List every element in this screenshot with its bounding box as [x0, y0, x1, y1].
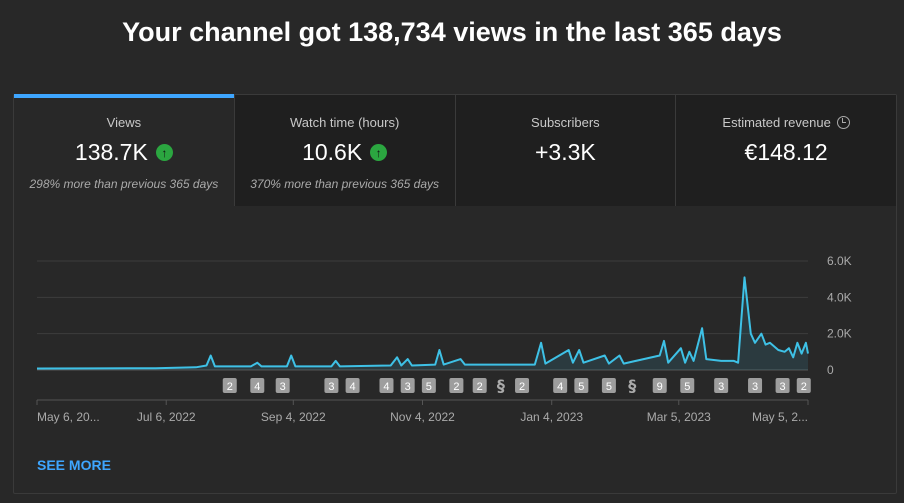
video-marker [345, 378, 360, 393]
video-marker-count: 5 [426, 381, 432, 393]
x-tick-label: Jul 6, 2022 [137, 410, 196, 424]
video-marker [421, 378, 436, 393]
tab-label: Estimated revenue [722, 115, 831, 130]
video-marker [680, 378, 695, 393]
views-line [36, 276, 809, 370]
video-marker [250, 378, 265, 393]
analytics-card: Views 138.7K ↑ 298% more than previous 36… [13, 94, 897, 494]
video-marker-count: 3 [752, 381, 758, 393]
y-tick-label: 6.0K [827, 254, 852, 268]
tab-label: Subscribers [531, 115, 600, 130]
video-marker [449, 378, 464, 393]
video-marker [574, 378, 589, 393]
tab-value: 138.7K [74, 139, 148, 165]
x-tick-label: May 6, 20... [37, 410, 100, 424]
video-marker-count: 2 [477, 381, 483, 393]
tab-value: €148.12 [744, 139, 828, 165]
video-marker-count: 2 [453, 381, 459, 393]
video-marker [775, 378, 790, 393]
shorts-icon: § [497, 376, 505, 395]
video-marker [652, 378, 667, 393]
video-marker-count: 4 [350, 381, 356, 393]
video-marker-count: 4 [557, 381, 563, 393]
shorts-icon: § [628, 376, 636, 395]
video-marker-count: 5 [684, 381, 690, 393]
video-marker-count: 2 [801, 381, 807, 393]
tab-estimated-revenue[interactable]: Estimated revenue €148.12 [676, 95, 896, 206]
tab-comparison: 370% more than previous 365 days [250, 177, 440, 191]
video-marker [796, 378, 811, 393]
video-marker [275, 378, 290, 393]
video-marker [714, 378, 729, 393]
video-marker [553, 378, 568, 393]
video-marker-count: 2 [519, 381, 525, 393]
video-marker [515, 378, 530, 393]
y-tick-label: 2.0K [827, 327, 852, 341]
y-tick-label: 0 [827, 363, 834, 377]
page-title: Your channel got 138,734 views in the la… [122, 17, 782, 47]
tab-label: Watch time (hours) [289, 115, 400, 130]
x-tick-label: May 5, 2... [752, 410, 808, 424]
video-marker-count: 5 [606, 381, 612, 393]
tab-value: 10.6K [302, 139, 363, 165]
video-marker-count: 5 [578, 381, 584, 393]
video-marker-count: 2 [227, 381, 233, 393]
tab-watch-time[interactable]: Watch time (hours) 10.6K ↑ 370% more than… [234, 95, 456, 206]
y-tick-label: 4.0K [827, 290, 852, 304]
arrow-up-icon: ↑ [370, 144, 388, 161]
video-marker-count: 4 [383, 381, 389, 393]
video-marker [324, 378, 339, 393]
tab-value: +3.3K [535, 139, 596, 165]
x-tick-label: Nov 4, 2022 [390, 410, 455, 424]
clock-icon[interactable] [836, 116, 850, 129]
video-marker [748, 378, 763, 393]
video-marker-count: 3 [328, 381, 334, 393]
video-marker-count: 3 [780, 381, 786, 393]
video-marker-count: 3 [718, 381, 724, 393]
video-marker [222, 378, 237, 393]
video-marker-count: 4 [254, 381, 260, 393]
tab-views[interactable]: Views 138.7K ↑ 298% more than previous 36… [14, 94, 235, 206]
video-marker-count: 9 [657, 381, 663, 393]
video-marker [379, 378, 394, 393]
x-tick-label: Jan 4, 2023 [520, 410, 583, 424]
video-marker [601, 378, 616, 393]
video-marker-count: 3 [280, 381, 286, 393]
x-tick-label: Sep 4, 2022 [261, 410, 326, 424]
video-marker-count: 3 [405, 381, 411, 393]
arrow-up-icon: ↑ [155, 144, 173, 161]
tab-comparison: 298% more than previous 365 days [29, 177, 219, 191]
see-more-link[interactable]: SEE MORE [37, 457, 111, 473]
tab-label: Views [106, 115, 142, 130]
video-marker [400, 378, 415, 393]
tab-subscribers[interactable]: Subscribers +3.3K [455, 95, 677, 206]
x-tick-label: Mar 5, 2023 [647, 410, 711, 424]
video-marker [472, 378, 487, 393]
